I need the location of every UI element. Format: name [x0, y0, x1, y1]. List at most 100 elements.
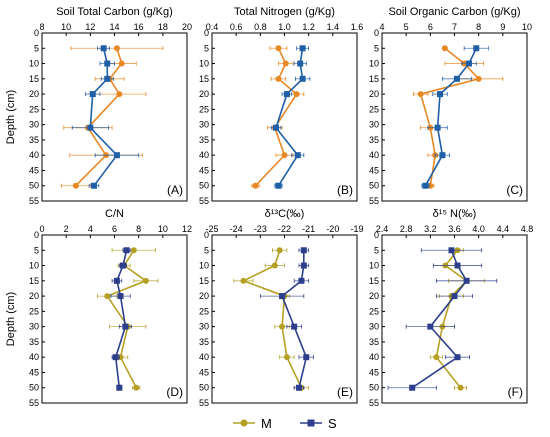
x-tick-label: 8 [39, 22, 44, 32]
plot-frame [41, 234, 188, 404]
y-tick-label: 5 [34, 43, 39, 53]
x-tick-label: 4.4 [497, 224, 510, 234]
x-tick-label: 2 [64, 224, 69, 234]
y-tick-label: 15 [29, 276, 39, 286]
y-tick-label: 40 [199, 150, 209, 160]
data-point [454, 354, 461, 361]
series-S [270, 45, 311, 189]
y-tick-label: 40 [29, 352, 39, 362]
x-tick-label: 1.4 [327, 22, 340, 32]
y-tick-label: 55 [369, 196, 379, 206]
data-point [466, 60, 472, 67]
data-point [275, 45, 282, 52]
y-tick-label: 45 [29, 165, 39, 175]
plot-frame [381, 234, 528, 404]
y-tick-label: 15 [199, 276, 209, 286]
y-tick-label: 10 [369, 59, 379, 69]
data-point [451, 293, 458, 300]
y-tick-label: 10 [29, 59, 39, 69]
series-M [233, 247, 310, 391]
data-point [142, 277, 149, 284]
x-tick-label: 9 [500, 22, 505, 32]
y-tick-label: 30 [369, 322, 379, 332]
data-point [276, 247, 283, 254]
x-tick-label: 3.2 [424, 224, 437, 234]
y-tick-label: 10 [199, 261, 209, 271]
data-point [457, 384, 464, 391]
data-point [299, 75, 306, 82]
x-tick-label: 6 [112, 224, 117, 234]
series-S [71, 45, 140, 189]
y-tick-label: 45 [29, 367, 39, 377]
y-tick-label: 25 [369, 306, 379, 316]
x-tick-label: 7 [452, 22, 457, 32]
data-point [118, 60, 125, 67]
panel-label: (D) [166, 385, 183, 399]
x-tick-label: 16 [134, 22, 144, 32]
series-M [97, 247, 159, 391]
data-point [454, 262, 461, 269]
y-tick-label: 35 [369, 135, 379, 145]
data-point [433, 354, 440, 361]
x-tick-label: 0.8 [254, 22, 267, 32]
y-tick-label: 15 [199, 74, 209, 84]
y-tick-label: 55 [199, 196, 209, 206]
data-point [434, 124, 441, 131]
data-point [113, 45, 120, 52]
y-tick-label: 50 [29, 181, 39, 191]
x-tick-label: 4 [379, 22, 384, 32]
x-tick-label: 1.0 [278, 22, 291, 32]
x-tick-label: 4.8 [521, 224, 534, 234]
data-point [87, 124, 94, 131]
y-tick-label: 45 [369, 165, 379, 175]
y-tick-label: 10 [199, 59, 209, 69]
panel-label: (A) [167, 183, 183, 197]
x-tick-label: -25 [205, 224, 218, 234]
x-tick-label: 0.6 [230, 22, 243, 32]
data-point [100, 45, 107, 52]
data-point [448, 247, 455, 254]
data-point [422, 182, 429, 189]
y-tick-label: 30 [369, 120, 379, 130]
data-point [473, 45, 480, 52]
data-point [275, 75, 282, 82]
data-point [283, 91, 290, 98]
data-point [441, 45, 448, 52]
series-line [281, 250, 308, 388]
y-tick-label: 15 [369, 74, 379, 84]
y-tick-label: 50 [199, 181, 209, 191]
x-tick-label: 0.4 [206, 22, 219, 32]
panel-title: C/N [105, 208, 124, 220]
data-point [437, 91, 443, 98]
x-tick-label: 8 [476, 22, 481, 32]
x-tick-label: 3.6 [448, 224, 461, 234]
data-point [275, 182, 282, 189]
panel-2: 0.4 0.6 0.8 1.0 1.2 1.4 1.6 0 5 10 15 20 25 30 35 40 45 5… [199, 6, 363, 206]
data-point [475, 75, 482, 82]
y-tick-label: 40 [369, 352, 379, 362]
y-tick-label: 10 [29, 261, 39, 271]
data-point [90, 182, 97, 189]
legend-item-S: S [300, 416, 337, 431]
panel-1: 8 10 12 14 16 18 20 0 5 10 15 20 25 30 35 40 45 50 55 Soil … [5, 6, 192, 206]
y-tick-label: 25 [369, 104, 379, 114]
y-tick-label: 50 [199, 383, 209, 393]
x-tick-label: -24 [230, 224, 243, 234]
data-point [283, 354, 290, 361]
y-tick-label: 20 [369, 89, 379, 99]
y-tick-label: 35 [199, 135, 209, 145]
series-line [411, 250, 468, 389]
data-point [303, 354, 310, 361]
y-tick-label: 45 [369, 367, 379, 377]
x-tick-label: 12 [85, 22, 95, 32]
data-point [297, 60, 304, 67]
y-tick-label: 10 [369, 261, 379, 271]
data-point [300, 262, 307, 269]
y-tick-label: 0 [34, 230, 39, 240]
series-line [275, 48, 304, 187]
legend-marker [240, 419, 248, 427]
data-point [252, 182, 259, 189]
plot-frame [381, 32, 528, 202]
x-tick-label: 14 [109, 22, 119, 32]
